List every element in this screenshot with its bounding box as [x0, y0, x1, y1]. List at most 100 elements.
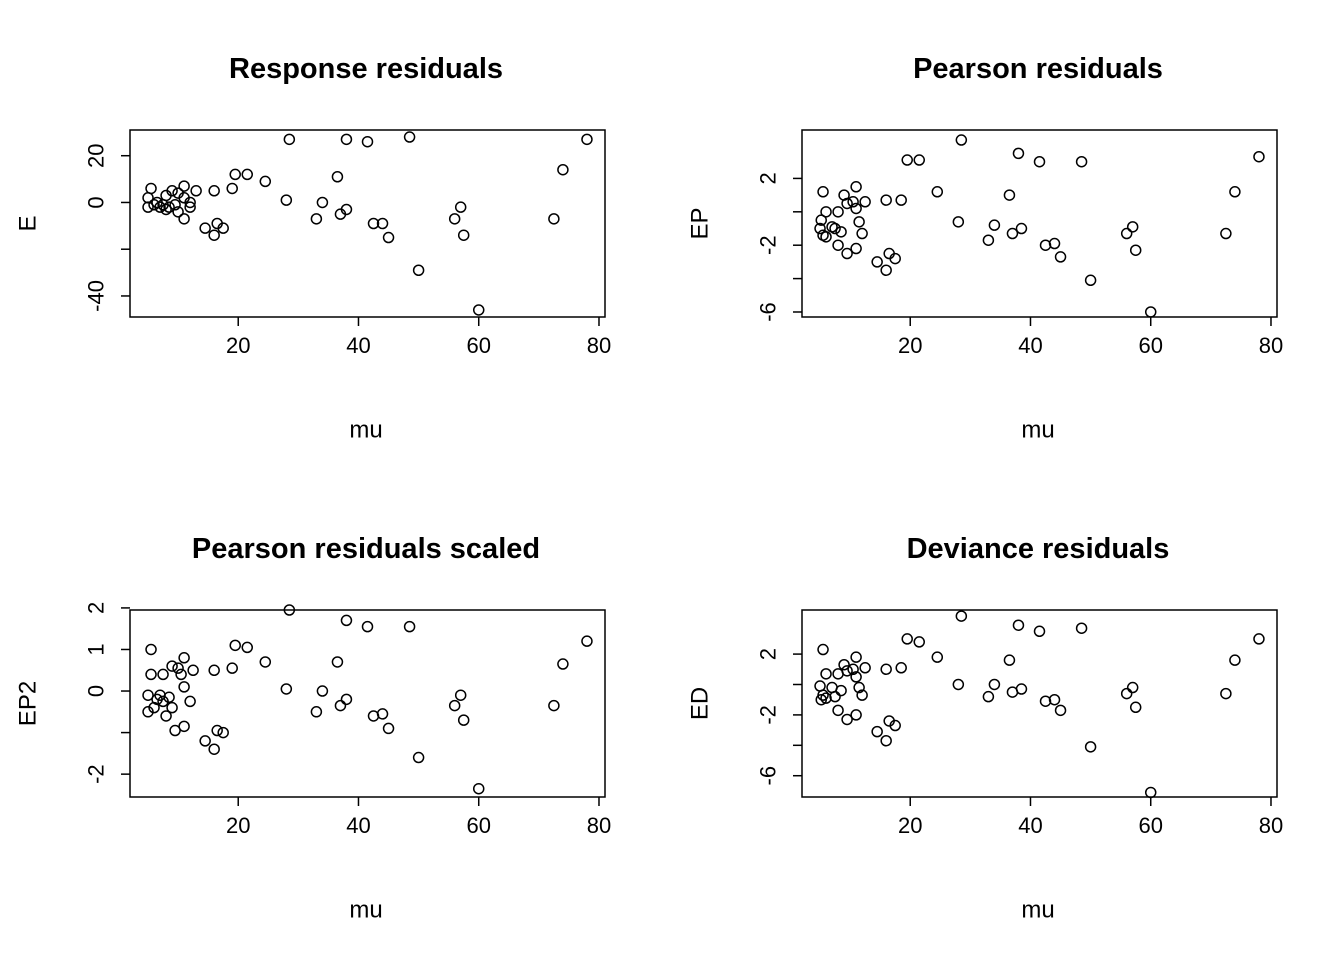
data-point [832, 239, 844, 251]
y-tick-label: 1 [84, 643, 109, 655]
data-point [871, 256, 883, 268]
data-point [367, 217, 380, 230]
data-point [178, 720, 190, 733]
y-tick-label: 0 [84, 196, 109, 208]
data-point [880, 264, 892, 276]
data-point [160, 203, 172, 216]
data-point [280, 683, 293, 695]
data-point [376, 217, 389, 230]
data-point [160, 710, 172, 722]
data-point [1033, 155, 1046, 168]
data-point [1075, 622, 1088, 634]
x-axis-label: mu [349, 897, 382, 924]
data-point [145, 643, 157, 656]
data-point [310, 213, 323, 225]
data-point [856, 227, 868, 240]
data-point [241, 168, 253, 181]
x-axis-label: mu [1021, 897, 1054, 924]
data-point [1129, 701, 1142, 714]
data-point [340, 203, 353, 216]
data-point [889, 719, 901, 732]
data-point [382, 231, 395, 244]
data-point [1120, 227, 1133, 240]
data-point [850, 651, 862, 663]
data-point [169, 199, 181, 211]
data-point [229, 168, 241, 181]
chart-title: Deviance residuals [907, 533, 1170, 565]
data-point [166, 185, 178, 197]
data-point [901, 154, 913, 166]
data-point [1012, 619, 1025, 631]
data-point [190, 185, 202, 197]
x-tick-label: 60 [1138, 813, 1162, 838]
data-point [1229, 654, 1241, 666]
y-axis-label: EP [687, 207, 714, 239]
data-point [859, 662, 871, 674]
x-tick-label: 80 [1259, 333, 1283, 358]
data-point [880, 734, 892, 747]
data-point [952, 216, 965, 228]
data-point [847, 196, 859, 208]
data-point [142, 192, 154, 204]
x-tick-label: 20 [898, 813, 922, 838]
data-point [217, 222, 229, 234]
data-point [955, 610, 968, 622]
data-point [280, 194, 293, 206]
data-point [208, 229, 220, 241]
data-point [172, 206, 184, 218]
data-point [361, 135, 374, 148]
plot-frame [129, 129, 606, 318]
data-point [148, 199, 160, 211]
data-point [850, 671, 862, 683]
data-point [283, 604, 296, 616]
data-point [259, 656, 272, 668]
data-point [988, 678, 1001, 691]
data-point [448, 699, 461, 712]
y-tick-label: -6 [756, 766, 781, 786]
data-point [817, 186, 829, 198]
data-point [1015, 683, 1028, 695]
panel-1: Response residuals 20 40 60 80 -40 0 20 mu E [15, 53, 612, 444]
data-point [548, 213, 560, 225]
data-point [211, 724, 223, 737]
data-point [316, 685, 329, 697]
data-point [178, 180, 190, 192]
y-tick-label: 2 [756, 172, 781, 184]
data-point [310, 706, 323, 718]
data-point [895, 662, 907, 674]
data-point [820, 668, 832, 680]
data-point [889, 252, 901, 265]
y-axis-label: EP2 [15, 681, 42, 726]
x-tick-label: 60 [466, 813, 490, 838]
y-tick-label: -2 [84, 764, 109, 784]
data-point [472, 304, 485, 316]
data-point [880, 194, 892, 206]
data-point [548, 699, 560, 712]
chart-title: Pearson residuals scaled [192, 533, 540, 565]
data-point [850, 181, 862, 193]
data-point [1039, 239, 1052, 251]
data-point [832, 704, 844, 717]
data-point [1033, 625, 1046, 638]
data-point [557, 658, 569, 670]
panel-4: Deviance residuals 20 40 60 80 -6 -2 2 mu ED [687, 533, 1284, 924]
data-point [1054, 704, 1067, 717]
data-point [376, 708, 389, 720]
data-point [952, 678, 965, 691]
data-point [829, 690, 841, 703]
y-axis-label: ED [687, 687, 714, 720]
data-point [1048, 693, 1061, 706]
data-point [229, 639, 241, 652]
data-point [815, 214, 827, 226]
y-axis-label: E [15, 215, 42, 231]
data-point [1126, 221, 1139, 233]
x-tick-label: 40 [1018, 813, 1042, 838]
data-point [142, 689, 154, 701]
data-point [835, 684, 847, 697]
data-point [163, 691, 175, 704]
x-tick-label: 40 [346, 333, 370, 358]
data-point [820, 206, 832, 218]
data-point [850, 202, 862, 215]
data-point [1144, 306, 1157, 318]
